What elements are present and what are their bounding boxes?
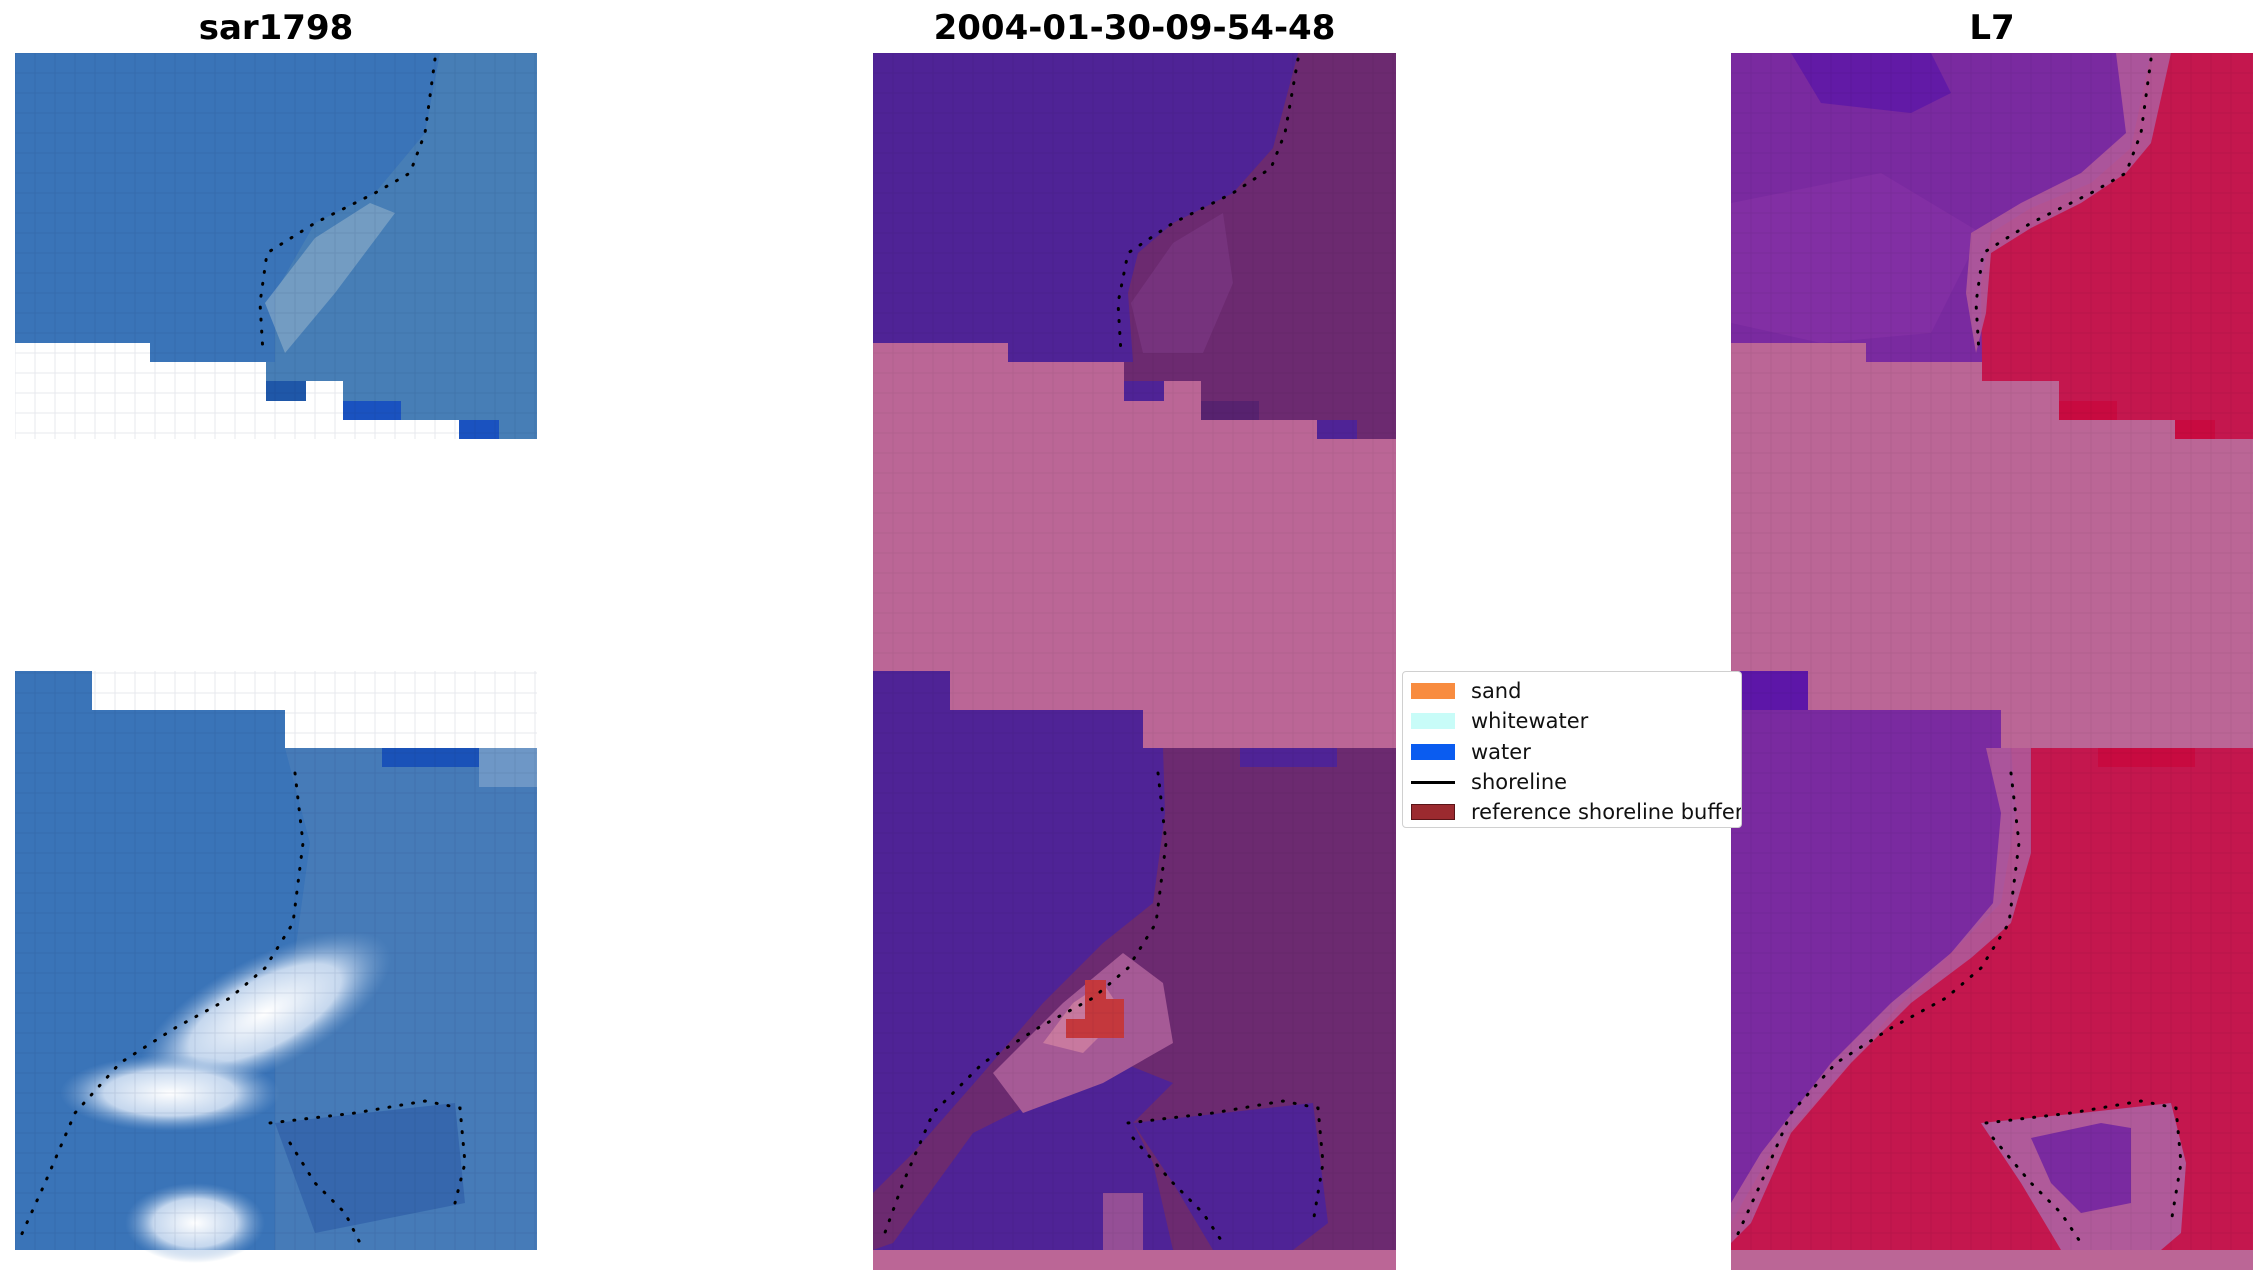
- legend-item-water: water: [1411, 738, 1531, 766]
- legend-label: whitewater: [1471, 709, 1589, 733]
- legend-item-shoreline: shoreline: [1411, 768, 1567, 796]
- panel-title-sensor: L7: [1969, 8, 2015, 48]
- water-swatch-icon: [1411, 744, 1455, 760]
- panel-title-rgb: sar1798: [198, 8, 354, 48]
- index-image-panel: [1731, 53, 2253, 1270]
- buffer-swatch-icon: [1411, 804, 1455, 820]
- panel-title-date: 2004-01-30-09-54-48: [933, 8, 1336, 48]
- whitewater-swatch-icon: [1411, 713, 1455, 729]
- legend-item-sand: sand: [1411, 677, 1521, 705]
- rgb-image-top: [15, 53, 537, 439]
- legend-label: reference shoreline buffer: [1471, 800, 1742, 824]
- index-shoreline: [1734, 57, 2183, 1245]
- rgb-image-bottom: [15, 671, 537, 1263]
- legend-item-reference-buffer: reference shoreline buffer: [1411, 798, 1742, 826]
- rgb-shoreline: [18, 57, 467, 1245]
- legend-item-whitewater: whitewater: [1411, 707, 1588, 735]
- legend: sand whitewater water shoreline referenc…: [1402, 671, 1742, 828]
- rgb-image-panel: [15, 53, 537, 1263]
- legend-label: shoreline: [1471, 770, 1568, 794]
- legend-label: water: [1471, 740, 1531, 764]
- sand-swatch-icon: [1411, 683, 1455, 699]
- classification-panel: [873, 53, 1396, 1270]
- shoreline-line-icon: [1411, 780, 1455, 784]
- legend-label: sand: [1471, 679, 1522, 703]
- classification-shoreline: [881, 57, 1325, 1245]
